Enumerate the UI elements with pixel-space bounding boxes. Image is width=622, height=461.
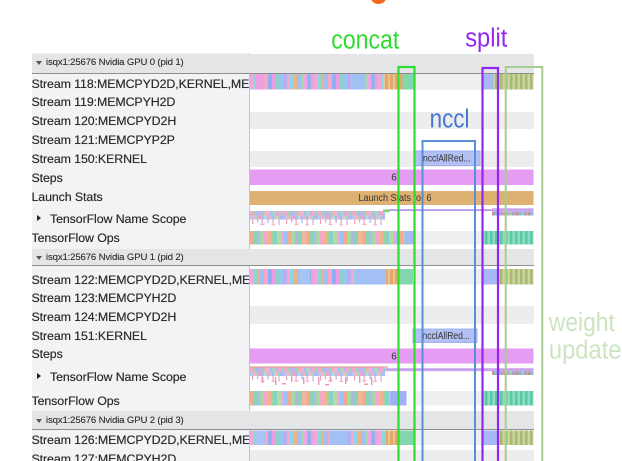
- svg-text:ncclAllRed...: ncclAllRed...: [423, 331, 471, 342]
- svg-text:6: 6: [391, 173, 397, 184]
- svg-text:split: split: [465, 25, 507, 53]
- svg-text:ncclAllRed...: ncclAllRed...: [423, 154, 471, 165]
- svg-text:Launch Stats for 6: Launch Stats for 6: [359, 193, 432, 204]
- svg-text:nccl: nccl: [430, 106, 470, 134]
- svg-text:concat: concat: [331, 27, 399, 55]
- svg-text:6: 6: [391, 352, 397, 363]
- svg-text:weight: weight: [548, 309, 615, 337]
- svg-text:update: update: [549, 337, 622, 365]
